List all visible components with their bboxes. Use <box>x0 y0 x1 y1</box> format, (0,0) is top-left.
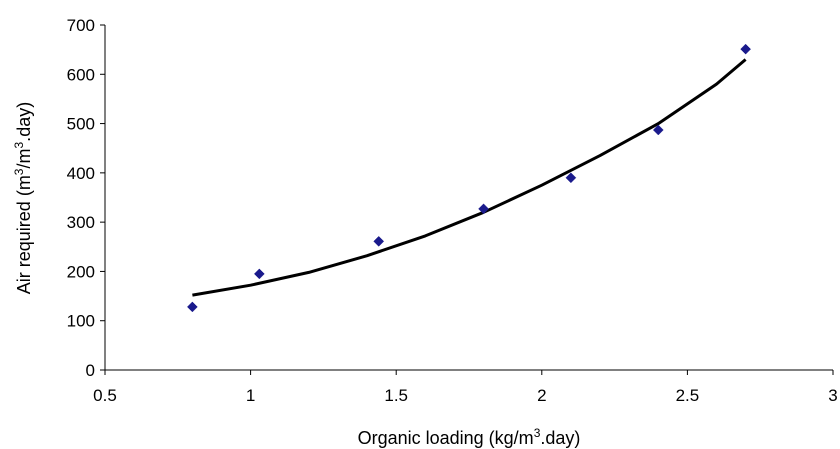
y-tick-label: 500 <box>67 115 95 134</box>
y-tick-label: 400 <box>67 164 95 183</box>
x-tick-label: 1 <box>246 386 255 405</box>
fit-line <box>192 58 747 297</box>
y-axis-title-superscript-2: 3 <box>12 142 26 149</box>
data-point <box>373 236 385 247</box>
data-point <box>478 203 489 215</box>
x-axis-title-superscript: 3 <box>534 426 541 440</box>
x-tick-label: 1.5 <box>384 386 408 405</box>
plot-area: 0 100 200 300 400 500 600 700 0.5 1 1.5 2 2.5 3 <box>67 16 838 405</box>
y-tick-label: 700 <box>67 16 95 35</box>
data-point <box>253 268 265 280</box>
x-tick-label: 0.5 <box>93 386 117 405</box>
x-tick-label: 3 <box>828 386 837 405</box>
x-axis-title: Organic loading (kg/m3.day) <box>358 426 581 448</box>
y-axis-title-text-end: .day) <box>14 102 34 142</box>
y-axis-title-text: Air required (m <box>14 175 34 294</box>
x-tick-label: 2 <box>537 386 546 405</box>
x-tick-label: 2.5 <box>676 386 700 405</box>
y-tick-label: 0 <box>86 361 95 380</box>
y-axis-title: Air required (m3/m3.day) <box>12 102 34 294</box>
data-point <box>187 301 198 313</box>
y-axis-title-text-mid: /m <box>14 149 34 169</box>
y-axis-title-superscript-1: 3 <box>12 168 26 175</box>
x-axis-title-text-end: .day) <box>540 428 580 448</box>
y-tick-label: 100 <box>67 312 95 331</box>
data-point <box>652 124 664 136</box>
y-tick-label: 300 <box>67 213 95 232</box>
data-point <box>565 172 577 184</box>
data-point <box>740 43 751 55</box>
x-axis-title-text: Organic loading (kg/m <box>358 428 534 448</box>
y-tick-label: 200 <box>67 262 95 281</box>
y-tick-label: 600 <box>67 65 95 84</box>
